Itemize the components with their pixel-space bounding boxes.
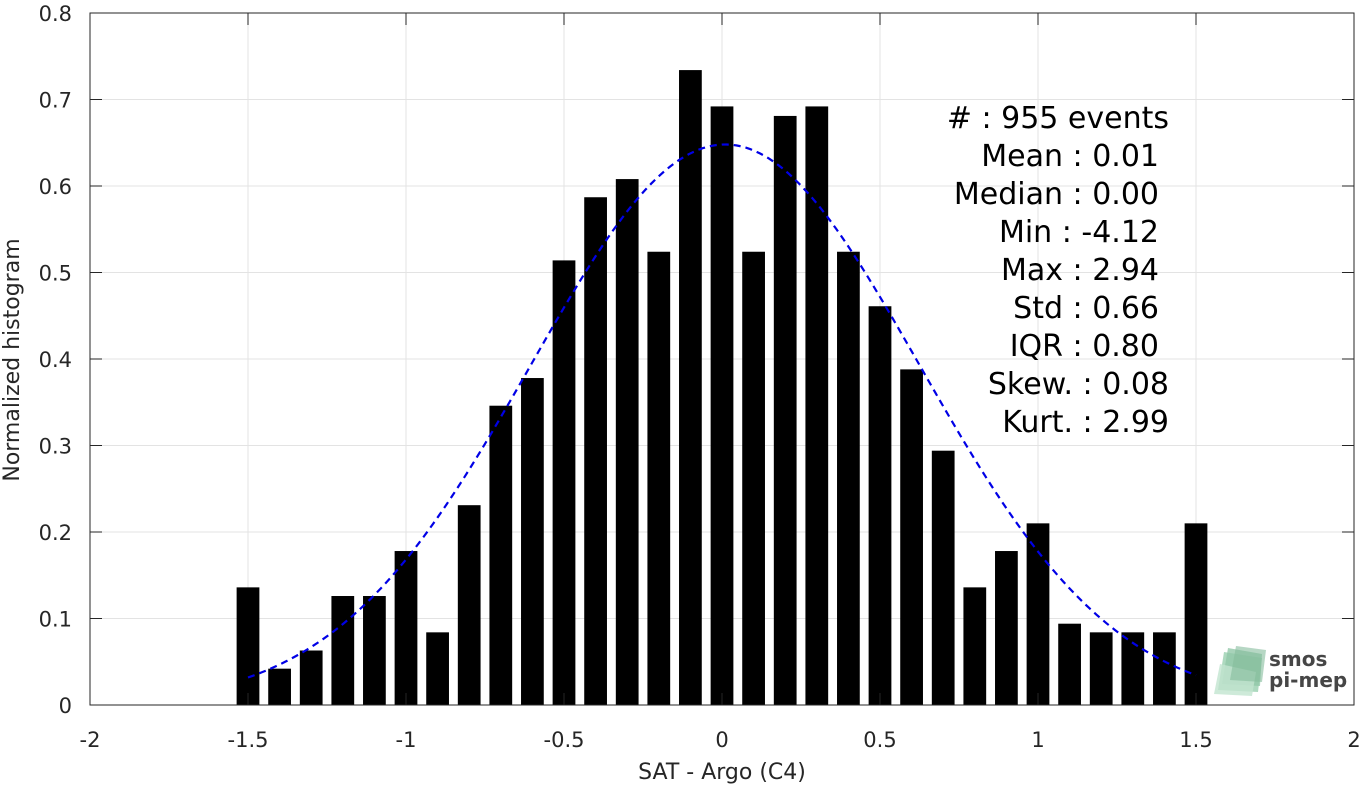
x-tick-label-8: 2 (1347, 728, 1360, 752)
histogram-bars (236, 70, 1208, 706)
x-tick-label-0: -2 (80, 728, 101, 752)
histogram-bar-3 (331, 596, 355, 705)
y-tick-labels: 0 0.1 0.2 0.3 0.4 0.5 0.6 0.7 0.8 (39, 2, 72, 718)
histogram-bar-7 (457, 505, 481, 705)
histogram-bar-30 (1184, 523, 1208, 705)
x-tick-label-3: -0.5 (544, 728, 585, 752)
histogram-bar-15 (710, 106, 734, 706)
histogram-bar-28 (1121, 632, 1145, 705)
histogram-bar-24 (995, 551, 1018, 705)
logo-line-smos: smos (1269, 647, 1327, 671)
y-axis-label: Normalized histogram (0, 238, 25, 481)
histogram-bar-10 (552, 260, 576, 705)
histogram-bar-1 (268, 668, 291, 705)
histogram-bar-8 (489, 405, 513, 705)
y-tick-label-8: 0.8 (39, 2, 72, 26)
y-tick-label-6: 0.6 (39, 175, 72, 199)
histogram-bar-25 (1026, 523, 1050, 705)
x-tick-label-6: 1 (1031, 728, 1044, 752)
logo-wave-icon (1214, 646, 1266, 696)
y-tick-label-5: 0.5 (39, 262, 72, 286)
x-tick-label-5: 0.5 (863, 728, 896, 752)
stats-max: Max : 2.94 (1001, 253, 1159, 288)
histogram-bar-0 (236, 587, 260, 705)
y-tick-label-3: 0.3 (39, 435, 72, 459)
histogram-bar-27 (1089, 632, 1113, 705)
stats-kurt: Kurt. : 2.99 (1002, 405, 1169, 440)
x-tick-labels: -2 -1.5 -1 -0.5 0 0.5 1 1.5 2 (80, 728, 1361, 752)
x-tick-label-1: -1.5 (228, 728, 269, 752)
stats-std: Std : 0.66 (1013, 291, 1159, 326)
histogram-bar-29 (1153, 632, 1176, 705)
histogram-bar-12 (615, 179, 639, 705)
stats-mean: Mean : 0.01 (981, 139, 1159, 174)
y-tick-label-7: 0.7 (39, 89, 72, 113)
x-tick-label-7: 1.5 (1179, 728, 1212, 752)
histogram-bar-16 (742, 251, 765, 706)
axes-frame (89, 12, 1355, 706)
histogram-bar-23 (963, 587, 987, 705)
histogram-bar-22 (931, 450, 955, 705)
stats-median: Median : 0.00 (954, 177, 1159, 212)
histogram-bar-2 (299, 650, 323, 705)
histogram-bar-6 (426, 632, 449, 705)
histogram-bar-13 (647, 251, 671, 706)
stats-min: Min : -4.12 (999, 215, 1159, 250)
x-axis-label: SAT - Argo (C4) (638, 760, 806, 785)
stats-iqr: IQR : 0.80 (1010, 329, 1159, 364)
logo-line-pimep: pi-mep (1269, 668, 1347, 692)
histogram-bar-17 (773, 115, 797, 705)
y-tick-label-2: 0.2 (39, 521, 72, 545)
histogram-bar-18 (805, 106, 829, 706)
smos-pimep-logo: smos pi-mep (1214, 646, 1347, 696)
histogram-bar-9 (521, 378, 544, 705)
y-tick-label-4: 0.4 (39, 348, 72, 372)
y-tick-label-1: 0.1 (39, 608, 72, 632)
normal-fit-curve (247, 143, 1197, 679)
histogram-bar-26 (1058, 623, 1081, 705)
stats-events: # : 955 events (947, 101, 1169, 136)
histogram-bar-5 (394, 551, 418, 705)
histogram-bar-21 (900, 369, 923, 705)
histogram-bar-20 (868, 306, 892, 705)
histogram-bar-14 (679, 70, 702, 706)
x-tick-label-2: -1 (396, 728, 417, 752)
x-tick-label-4: 0 (715, 728, 728, 752)
histogram-bar-4 (363, 596, 386, 705)
histogram-bar-11 (584, 197, 607, 705)
y-tick-label-0: 0 (59, 694, 72, 718)
stats-box: # : 955 events Mean : 0.01 Median : 0.00… (947, 101, 1169, 440)
stats-skew: Skew. : 0.08 (988, 367, 1169, 402)
histogram-bar-19 (837, 251, 860, 706)
